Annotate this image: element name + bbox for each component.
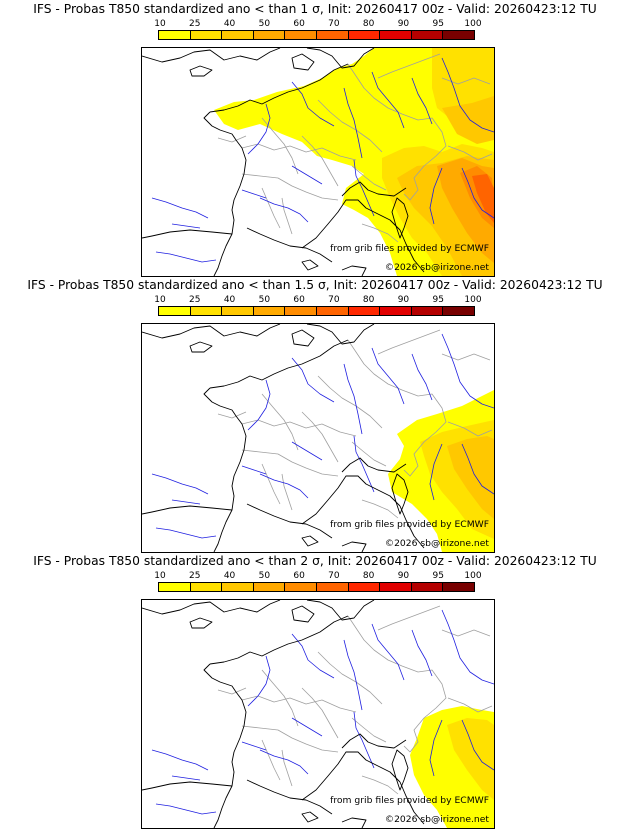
colorbar-tick-label: 95 [432, 571, 444, 581]
colorbar-tick-label: 60 [293, 19, 305, 29]
panel-title: IFS - Probas T850 standardized ano < tha… [33, 2, 597, 16]
colorbar-segment [222, 583, 254, 591]
colorbar-tick-label: 70 [328, 571, 340, 581]
colorbar-segment [316, 307, 349, 315]
colorbar-tick-label: 40 [223, 19, 236, 29]
colorbar-segment [411, 307, 444, 315]
colorbar-tick-label: 95 [432, 295, 444, 305]
data-credit: from grib files provided by ECMWF [330, 243, 489, 254]
copyright-credit: ©2026 sb@irizone.net [384, 538, 489, 549]
colorbar-labels: 10 25 40 50 60 70 80 90 95 100 [154, 295, 481, 305]
colorbar-segment [190, 583, 223, 591]
colorbar-segment [316, 583, 349, 591]
colorbar-tick-label: 25 [189, 19, 201, 29]
map-canvas [142, 324, 494, 552]
colorbar-segment [285, 31, 317, 39]
geography-lines [142, 324, 494, 552]
colorbar-labels: 10 25 40 50 60 70 80 90 95 100 [154, 571, 481, 581]
colorbar-tick-label: 60 [293, 295, 305, 305]
geography-lines [142, 600, 494, 828]
colorbar-tick-label: 50 [258, 19, 271, 29]
colorbar-segment [222, 31, 254, 39]
colorbar-tick-label: 50 [258, 571, 271, 581]
colorbar-tick-label: 95 [432, 19, 444, 29]
colorbar-segment [411, 583, 444, 591]
colorbar-tick-label: 100 [464, 295, 482, 305]
colorbar [158, 30, 475, 40]
panel-title: IFS - Probas T850 standardized ano < tha… [33, 554, 597, 568]
colorbar-tick-label: 100 [464, 19, 482, 29]
colorbar-tick-label: 25 [189, 571, 201, 581]
colorbar-tick-label: 10 [154, 19, 166, 29]
colorbar-segment [159, 31, 191, 39]
colorbar-tick-label: 70 [328, 295, 340, 305]
colorbar-tick-label: 80 [362, 571, 375, 581]
probability-map: from grib files provided by ECMWF ©2026 … [141, 323, 495, 553]
colorbar-tick-label: 70 [328, 19, 340, 29]
colorbar-segment [285, 583, 317, 591]
colorbar-tick-label: 40 [223, 295, 236, 305]
map-panel-3: IFS - Probas T850 standardized ano < tha… [0, 552, 630, 829]
colorbar-tick-label: 50 [258, 295, 271, 305]
colorbar-segment [348, 31, 381, 39]
colorbar-tick-label: 80 [362, 19, 375, 29]
colorbar-tick-label: 40 [223, 571, 236, 581]
panel-title: IFS - Probas T850 standardized ano < tha… [27, 278, 603, 292]
colorbar-segment [159, 307, 191, 315]
geography-lines [142, 48, 494, 276]
colorbar-segment [380, 583, 412, 591]
colorbar-tick-label: 10 [154, 571, 166, 581]
colorbar-segment [348, 307, 381, 315]
colorbar-segment [159, 583, 191, 591]
colorbar-segment [190, 31, 223, 39]
probability-fill [410, 706, 494, 828]
colorbar-segment [222, 307, 254, 315]
colorbar-segment [348, 583, 381, 591]
copyright-credit: ©2026 sb@irizone.net [384, 262, 489, 273]
colorbar-segment [316, 31, 349, 39]
colorbar-tick-label: 90 [397, 295, 410, 305]
colorbar-segment [380, 307, 412, 315]
colorbar-tick-label: 25 [189, 295, 201, 305]
colorbar-segment [443, 31, 474, 39]
map-canvas [142, 48, 494, 276]
colorbar-tick-label: 90 [397, 571, 410, 581]
colorbar-segment [285, 307, 317, 315]
colorbar-tick-label: 60 [293, 571, 305, 581]
colorbar-segment [380, 31, 412, 39]
colorbar-tick-label: 10 [154, 295, 166, 305]
probability-fill [388, 390, 494, 552]
colorbar-segment [253, 583, 286, 591]
colorbar-tick-label: 80 [362, 295, 375, 305]
map-panel-1: IFS - Probas T850 standardized ano < tha… [0, 0, 630, 277]
colorbar [158, 306, 475, 316]
colorbar-segment [443, 307, 474, 315]
colorbar-segment [253, 307, 286, 315]
data-credit: from grib files provided by ECMWF [330, 519, 489, 530]
data-credit: from grib files provided by ECMWF [330, 795, 489, 806]
colorbar-tick-label: 90 [397, 19, 410, 29]
colorbar-segment [443, 583, 474, 591]
colorbar-labels: 10 25 40 50 60 70 80 90 95 100 [154, 19, 481, 29]
map-canvas [142, 600, 494, 828]
colorbar-tick-label: 100 [464, 571, 482, 581]
copyright-credit: ©2026 sb@irizone.net [384, 814, 489, 825]
colorbar-segment [253, 31, 286, 39]
colorbar-segment [411, 31, 444, 39]
map-panel-2: IFS - Probas T850 standardized ano < tha… [0, 276, 630, 553]
probability-map: from grib files provided by ECMWF ©2026 … [141, 599, 495, 829]
colorbar-segment [190, 307, 223, 315]
probability-map: from grib files provided by ECMWF ©2026 … [141, 47, 495, 277]
colorbar [158, 582, 475, 592]
